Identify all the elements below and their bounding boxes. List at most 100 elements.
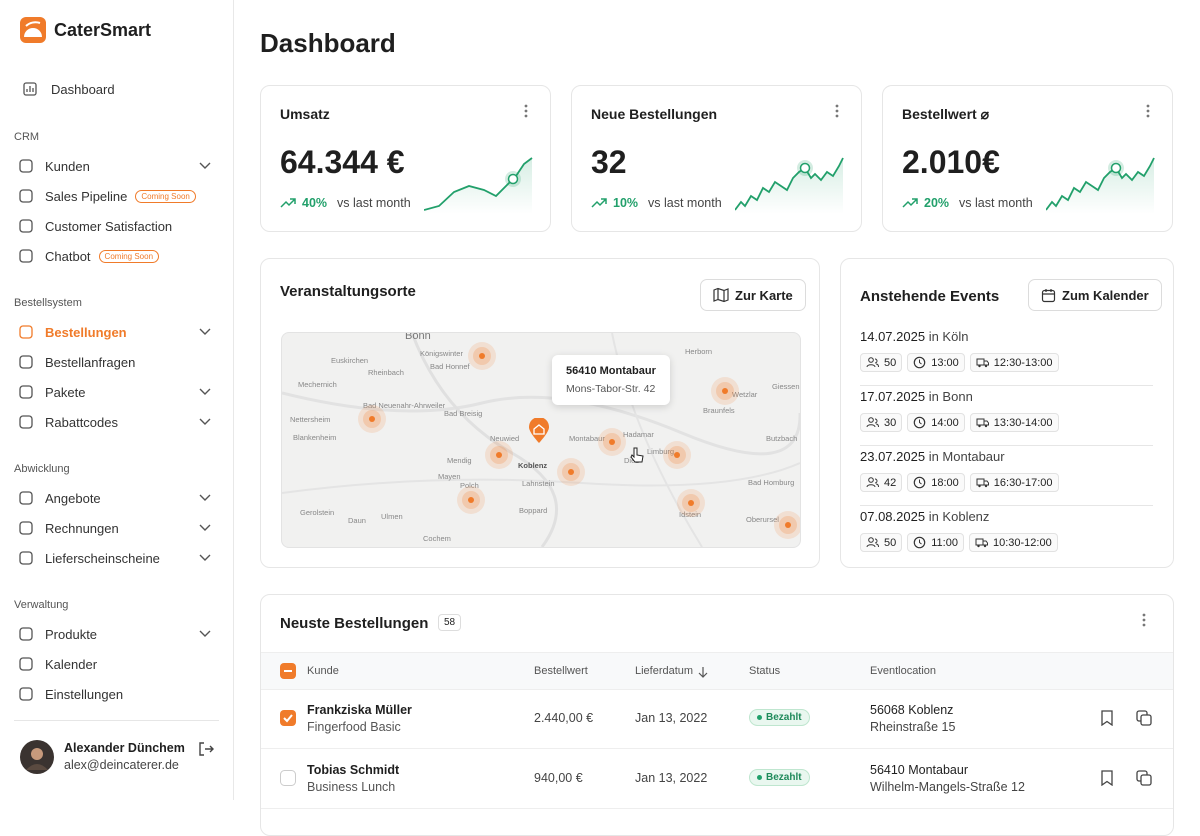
nav-item[interactable]: Kalender bbox=[14, 650, 219, 678]
map-pin bbox=[598, 428, 626, 456]
avatar[interactable] bbox=[20, 740, 54, 774]
map-place-label: Neuwied bbox=[490, 434, 520, 443]
map-place-label: Bad Honnef bbox=[430, 362, 470, 371]
column-header: Status bbox=[749, 665, 781, 677]
map-pin bbox=[677, 489, 705, 517]
status-dot bbox=[757, 715, 762, 720]
event-guests: 50 bbox=[884, 536, 897, 549]
event-date: 17.07.2025 bbox=[860, 389, 926, 404]
nav-item[interactable]: Produkte bbox=[14, 620, 219, 648]
nav-label: Dashboard bbox=[51, 81, 115, 97]
nav-item[interactable]: Angebote bbox=[14, 484, 219, 512]
kpi-change-value: 40% bbox=[302, 196, 328, 210]
logout-button[interactable] bbox=[198, 741, 214, 757]
nav-label: Produkte bbox=[45, 626, 98, 642]
map-place-label: Blankenheim bbox=[293, 433, 337, 442]
kpi-change-note: vs last month bbox=[337, 196, 411, 210]
map-card: Veranstaltungsorte Zur Karte Bonn Königsw… bbox=[260, 258, 820, 568]
divider bbox=[14, 720, 219, 721]
nav-label: Bestellanfragen bbox=[45, 354, 136, 370]
calendar-icon bbox=[1041, 288, 1056, 302]
user-email: alex@deincaterer.de bbox=[64, 758, 179, 772]
copy-button bbox=[1136, 770, 1152, 786]
column-header: Bestellwert bbox=[534, 665, 588, 677]
nav-item[interactable]: Rabattcodes bbox=[14, 408, 219, 436]
event-heading: 17.07.2025 in Bonn bbox=[860, 389, 973, 404]
nav-item[interactable]: Bestellungen bbox=[14, 318, 219, 346]
guests-icon bbox=[866, 417, 879, 428]
coming-soon-badge: Coming Soon bbox=[98, 249, 160, 263]
nav-icon bbox=[19, 249, 33, 263]
kpi-change-value: 10% bbox=[613, 196, 639, 210]
map-place-label: Herborn bbox=[685, 347, 713, 356]
kpi-change-note: vs last month bbox=[648, 196, 722, 210]
map-tooltip: 56410 Montabaur Mons-Tabor-Str. 42 bbox=[552, 355, 670, 405]
event-chip: 18:00 bbox=[907, 473, 965, 492]
event-item[interactable]: 14.07.2025 in Köln 50 13:00 12:30-13:00 bbox=[860, 329, 1153, 386]
event-item[interactable]: 23.07.2025 in Montabaur 42 18:00 16:30-17:0… bbox=[860, 449, 1153, 506]
event-date: 23.07.2025 bbox=[860, 449, 926, 464]
map-place-label: Nettersheim bbox=[290, 415, 331, 424]
map-place-label: Königswinter bbox=[420, 349, 463, 358]
nav-label: Rabattcodes bbox=[45, 414, 118, 430]
brand[interactable]: CaterSmart bbox=[54, 20, 152, 40]
status-badge: Bezahlt bbox=[749, 769, 810, 786]
map-pin bbox=[774, 511, 800, 539]
nav-item[interactable]: Sales Pipeline Coming Soon bbox=[14, 182, 219, 210]
chevron bbox=[199, 388, 211, 395]
nav-icon bbox=[19, 355, 33, 369]
select-all[interactable] bbox=[280, 663, 296, 679]
nav-item[interactable]: Kunden bbox=[14, 152, 219, 180]
copy-button bbox=[1136, 710, 1152, 726]
order-amount: 940,00 € bbox=[534, 771, 583, 785]
nav-icon bbox=[19, 189, 33, 203]
status-label: Bezahlt bbox=[766, 712, 802, 723]
nav-item[interactable]: Rechnungen bbox=[14, 514, 219, 542]
nav-section-title: Abwicklung bbox=[14, 463, 70, 475]
delivery-icon bbox=[976, 478, 989, 488]
map-pin bbox=[711, 377, 739, 405]
map-button-label: Zur Karte bbox=[735, 287, 793, 303]
delivery-date: Jan 13, 2022 bbox=[635, 771, 708, 785]
orders-menu[interactable] bbox=[1141, 612, 1147, 628]
nav-item[interactable]: Pakete bbox=[14, 378, 219, 406]
nav-item[interactable]: Einstellungen bbox=[14, 680, 219, 708]
customer-product: Business Lunch bbox=[307, 780, 396, 794]
cursor bbox=[630, 447, 644, 463]
nav-icon bbox=[19, 491, 33, 505]
row-checkbox bbox=[280, 770, 296, 786]
map[interactable]: Bonn Königswinter Euskirchen Rheinbach Bad H… bbox=[281, 332, 801, 548]
nav-section-title: Bestellsystem bbox=[14, 297, 82, 309]
calendar-button[interactable]: Zum Kalender bbox=[1028, 279, 1162, 311]
map-place-label: Mechernich bbox=[298, 380, 337, 389]
event-chips: 42 18:00 16:30-17:00 bbox=[860, 473, 1064, 494]
nav-label: Angebote bbox=[45, 490, 101, 506]
nav-item[interactable]: Lieferscheinscheine bbox=[14, 544, 219, 572]
nav-item[interactable]: Customer Satisfaction bbox=[14, 212, 219, 240]
customer-name: Tobias Schmidt bbox=[307, 763, 400, 777]
event-item[interactable]: 17.07.2025 in Bonn 30 14:00 13:30-14:00 bbox=[860, 389, 1153, 446]
kpi-menu bbox=[1146, 104, 1150, 118]
nav-item[interactable]: Chatbot Coming Soon bbox=[14, 242, 219, 270]
map-place-label: Montabaur bbox=[569, 434, 605, 443]
event-chip: 13:00 bbox=[907, 353, 965, 372]
nav-item[interactable]: Dashboard bbox=[14, 75, 219, 103]
guests-icon bbox=[866, 477, 879, 488]
map-place-label: Limburg bbox=[647, 447, 675, 456]
event-chips: 30 14:00 13:30-14:00 bbox=[860, 413, 1064, 434]
nav-icon bbox=[19, 521, 33, 535]
nav-item[interactable]: Bestellanfragen bbox=[14, 348, 219, 376]
event-item[interactable]: 07.08.2025 in Koblenz 50 11:00 10:30-12:00 bbox=[860, 509, 1153, 565]
page-title: Dashboard bbox=[260, 28, 396, 58]
event-delivery: 10:30-12:00 bbox=[992, 536, 1052, 549]
event-street: Wilhelm-Mangels-Straße 12 bbox=[870, 780, 1025, 794]
nav-label: Lieferscheinscheine bbox=[45, 550, 160, 566]
time-icon bbox=[913, 536, 926, 549]
map-place-label: Giessen bbox=[772, 382, 800, 391]
guests-icon bbox=[866, 357, 879, 368]
nav-label: Bestellungen bbox=[45, 324, 127, 340]
column-header[interactable]: Lieferdatum bbox=[635, 665, 694, 677]
orders-title: Neuste Bestellungen bbox=[280, 615, 429, 632]
map-button[interactable]: Zur Karte bbox=[700, 279, 806, 311]
map-place-label: Bad Neuenahr-Ahrweiler bbox=[363, 401, 446, 410]
